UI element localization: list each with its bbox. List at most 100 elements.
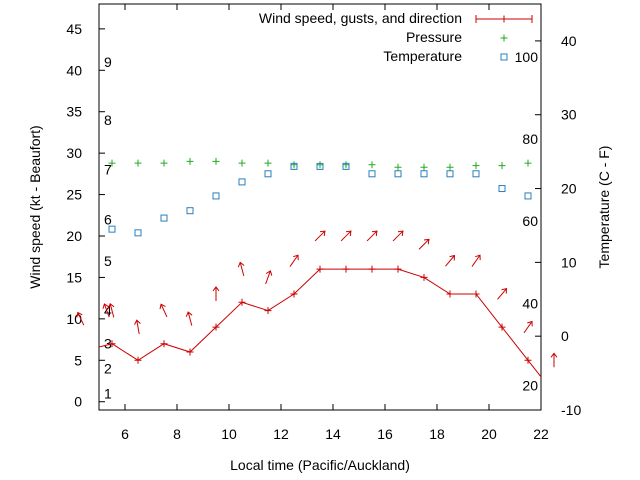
y-tick-label: 40: [66, 62, 82, 78]
temperature-point: [420, 170, 428, 178]
pressure-point: [420, 163, 428, 171]
beaufort-label: 5: [104, 253, 112, 269]
wind-arrow: [185, 311, 193, 326]
wind-arrow-head: [527, 320, 533, 327]
pressure-point: [394, 163, 402, 171]
y-tick-label: 45: [66, 21, 82, 37]
temperature-point: [108, 225, 116, 233]
fahrenheit-label: 100: [515, 49, 539, 65]
x-tick-label: 22: [533, 426, 549, 442]
wind-arrow: [265, 270, 273, 285]
wind-arrow: [418, 238, 430, 250]
pressure-point: [498, 162, 506, 170]
wind-arrow: [497, 287, 508, 300]
wind-speed-point: [186, 348, 194, 356]
wind-arrow-head: [550, 352, 558, 358]
wind-arrow-head: [371, 230, 378, 237]
wind-arrow: [237, 261, 245, 277]
temperature-point: [342, 162, 350, 170]
wind-arrow: [314, 230, 326, 242]
wind-arrow-shaft: [136, 320, 140, 335]
temperature-point: [212, 192, 220, 200]
x-tick-label: 14: [325, 426, 341, 442]
y-tick-label: 5: [74, 352, 82, 368]
beaufort-label: 6: [104, 211, 112, 227]
wind-arrow-shaft: [471, 254, 481, 267]
x-tick-label: 18: [429, 426, 445, 442]
pressure-point: [134, 159, 142, 167]
wind-arrow: [471, 254, 481, 267]
y2-tick-label: -10: [561, 402, 581, 418]
wind-arrow: [340, 230, 352, 242]
wind-arrow-shaft: [418, 238, 430, 250]
wind-arrow-shaft: [109, 303, 115, 318]
wind-arrow: [76, 311, 85, 326]
wind-arrow-head: [159, 303, 166, 310]
wind-arrow: [134, 319, 141, 335]
fahrenheit-label: 80: [522, 131, 538, 147]
y-tick-label: 30: [66, 145, 82, 161]
temperature-point: [316, 162, 324, 170]
wind-arrow: [550, 352, 558, 368]
wind-speed-point: [290, 290, 298, 298]
legend-label: Temperature: [383, 48, 462, 64]
legend-label: Wind speed, gusts, and direction: [259, 10, 462, 26]
wind-speed-point: [160, 340, 168, 348]
y2-axis-title: Temperature (C - F): [596, 146, 612, 269]
wind-arrow-shaft: [160, 304, 168, 318]
beaufort-label: 9: [104, 54, 112, 70]
legend-temperature-marker: [500, 53, 508, 61]
x-tick-label: 8: [173, 426, 181, 442]
wind-arrow-shaft: [314, 230, 326, 242]
legend-pressure-marker: [500, 34, 508, 42]
wind-speed-point: [446, 290, 454, 298]
wind-speed-point: [368, 265, 376, 273]
y-tick-label: 25: [66, 187, 82, 203]
pressure-point: [212, 157, 220, 165]
beaufort-label: 3: [104, 336, 112, 352]
wind-arrow-head: [449, 254, 456, 261]
y-tick-label: 0: [74, 394, 82, 410]
pressure-point: [316, 161, 324, 169]
temperature-point: [186, 207, 194, 215]
wind-speed-point: [498, 323, 506, 331]
x-tick-label: 12: [273, 426, 289, 442]
wind-arrow-head: [345, 230, 352, 237]
y-tick-label: 15: [66, 269, 82, 285]
x-tick-label: 10: [221, 426, 237, 442]
wind-arrow-head: [265, 270, 273, 276]
y2-tick-label: 40: [561, 33, 577, 49]
temperature-point: [498, 185, 506, 193]
wind-arrow-head: [134, 319, 141, 325]
y-tick-label: 20: [66, 228, 82, 244]
legend-label: Pressure: [406, 29, 462, 45]
plot-frame: [98, 3, 542, 411]
y-tick-label: 10: [66, 311, 82, 327]
beaufort-label: 1: [104, 385, 112, 401]
y2-tick-label: 20: [561, 181, 577, 197]
wind-arrow: [212, 286, 220, 301]
temperature-point: [394, 170, 402, 178]
wind-arrow-head: [293, 254, 299, 261]
beaufort-label: 4: [104, 303, 112, 319]
y-axis-title: Wind speed (kt - Beaufort): [27, 125, 43, 288]
wind-arrow-shaft: [523, 321, 533, 334]
temperature-point: [264, 170, 272, 178]
wind-speed-point: [342, 265, 350, 273]
beaufort-label: 2: [104, 361, 112, 377]
pressure-point: [186, 157, 194, 165]
x-tick-label: 20: [481, 426, 497, 442]
wind-arrow-shaft: [239, 262, 245, 277]
temperature-point: [238, 178, 246, 186]
temperature-point: [290, 162, 298, 170]
wind-arrow-shaft: [265, 270, 271, 285]
pressure-point: [446, 163, 454, 171]
wind-arrow: [523, 320, 533, 334]
wind-arrow-shaft: [497, 288, 507, 300]
wind-speed-point: [316, 265, 324, 273]
pressure-point: [238, 159, 246, 167]
wind-arrow-shaft: [366, 230, 378, 242]
fahrenheit-label: 60: [522, 213, 538, 229]
wind-arrow-shaft: [187, 311, 193, 326]
